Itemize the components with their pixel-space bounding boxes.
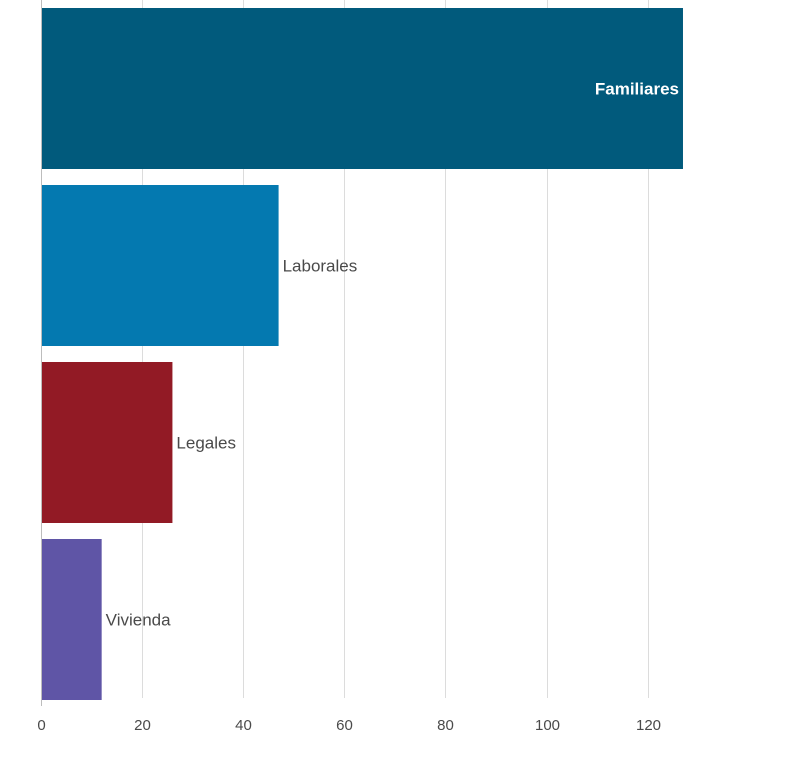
x-tick-label: 40 [235, 717, 252, 734]
x-tick-label: 80 [437, 717, 454, 734]
bar-label: Legales [176, 434, 236, 453]
x-tick-label: 100 [535, 717, 560, 734]
bar [41, 362, 173, 523]
bar-label: Vivienda [106, 611, 171, 630]
bar [41, 539, 102, 700]
bar [41, 8, 683, 169]
bar [41, 185, 279, 346]
x-axis: 0 20 40 60 80 100 120 [37, 0, 661, 734]
bar-label: Laborales [283, 257, 358, 276]
bars [41, 8, 683, 700]
bar-labels: Familiares Laborales Legales Vivienda [106, 80, 679, 630]
x-tick-label: 120 [636, 717, 661, 734]
x-tick-label: 0 [37, 717, 45, 734]
x-tick-label: 20 [134, 717, 151, 734]
bar-label: Familiares [595, 80, 679, 99]
x-tick-label: 60 [336, 717, 353, 734]
